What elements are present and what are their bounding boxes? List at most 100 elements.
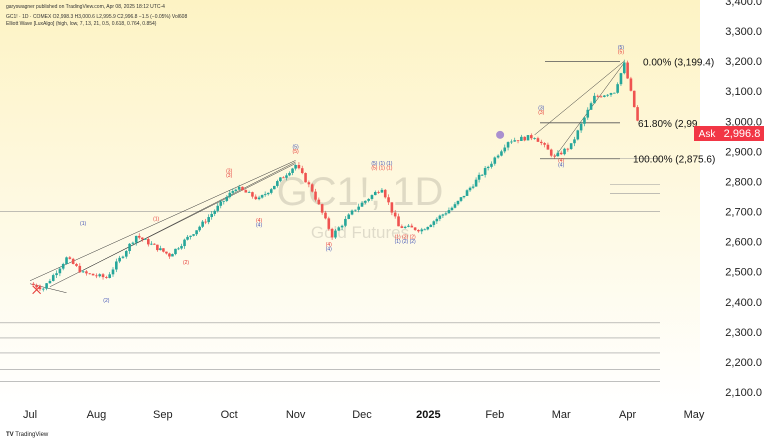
candle	[490, 163, 493, 167]
y-tick-label: 3,400.0	[725, 0, 762, 8]
candle	[307, 182, 311, 185]
candle	[609, 93, 613, 95]
candle	[285, 175, 288, 178]
candle	[477, 174, 481, 180]
candle	[234, 189, 238, 192]
candle	[279, 177, 282, 182]
candle	[506, 142, 510, 148]
candle	[219, 201, 223, 206]
tradingview-logo-text: TradingView	[15, 432, 49, 438]
candle	[91, 273, 95, 276]
y-tick-label: 2,400.0	[725, 297, 762, 309]
candle	[128, 243, 131, 252]
candle	[186, 236, 189, 240]
wave-label: (4)	[558, 162, 564, 168]
candle	[619, 73, 623, 85]
candle	[465, 190, 469, 196]
candle	[566, 148, 570, 150]
candle	[247, 192, 251, 193]
candle	[327, 218, 331, 229]
wave-label: (2)	[103, 298, 109, 304]
candle	[320, 204, 324, 213]
candle	[435, 218, 439, 222]
candle	[516, 140, 520, 142]
candle	[616, 84, 619, 93]
candle	[373, 191, 377, 196]
wave-labels: (1)(2)(1)(2)(3)(3)(4)(4)(5)(5)(4)(4)(5) …	[80, 45, 624, 304]
candle	[364, 200, 367, 203]
candle	[539, 141, 543, 144]
wave-label: (5)	[293, 149, 299, 155]
candle	[140, 237, 144, 240]
candle	[121, 256, 125, 258]
x-tick-label: Mar	[552, 409, 571, 421]
candle	[559, 152, 563, 155]
time-axis[interactable]: Jul Aug Sep Oct Nov Dec 2025 Feb Mar Apr May	[23, 409, 705, 421]
candle	[603, 95, 606, 97]
candle	[168, 253, 171, 257]
y-tick-label: 3,000.0	[725, 116, 762, 128]
x-tick-label: 2025	[416, 409, 440, 421]
candle	[300, 168, 304, 174]
y-tick-label: 3,100.0	[725, 86, 762, 98]
x-tick-label: Nov	[286, 409, 306, 421]
y-tick-label: 2,200.0	[725, 357, 762, 369]
ask-label: Ask	[699, 129, 717, 140]
candle	[124, 251, 128, 257]
candle	[589, 103, 593, 110]
candle	[150, 243, 153, 245]
wave-label: (5)	[293, 144, 299, 150]
x-tick-label: Feb	[485, 409, 504, 421]
wave-label: (5)	[618, 45, 624, 51]
candle	[370, 195, 374, 199]
candle	[613, 92, 616, 94]
wave-label: (4)	[326, 247, 332, 253]
y-tick-label: 2,700.0	[725, 207, 762, 219]
candle	[266, 192, 270, 195]
candle	[553, 155, 556, 157]
candle	[450, 207, 454, 211]
price-axis[interactable]: 2,100.0 2,200.0 2,300.0 2,400.0 2,500.0 2,600…	[725, 0, 762, 399]
candle	[162, 248, 165, 252]
candle	[297, 164, 301, 169]
candle	[453, 204, 457, 208]
candle	[78, 265, 82, 273]
candle	[513, 140, 517, 142]
candle	[546, 144, 550, 150]
wave-label: (5) (1) (1)	[371, 161, 392, 167]
candle	[183, 239, 186, 247]
x-tick-label: Oct	[221, 409, 238, 421]
candle	[468, 187, 472, 191]
candle	[474, 179, 478, 187]
candle	[367, 198, 370, 201]
candle	[48, 280, 52, 284]
indicator-line[interactable]: Elliott Wave [LuxAlgo] (high, low, 7, 13…	[6, 21, 157, 27]
wave-label: (5)	[618, 50, 624, 56]
candle	[599, 96, 603, 98]
candle	[563, 148, 566, 155]
wave-label: (1) (2) (2)	[395, 235, 416, 241]
candle	[260, 195, 264, 198]
wave-label: (3)	[538, 105, 544, 111]
candle	[500, 151, 503, 156]
candle	[192, 234, 195, 236]
candle	[569, 143, 573, 149]
candles	[32, 59, 639, 292]
wave-label: (5) (1) (1)	[371, 165, 392, 171]
candle	[413, 227, 417, 230]
candle	[222, 200, 226, 202]
candle	[423, 229, 427, 231]
candle	[330, 228, 334, 238]
candle	[350, 210, 354, 215]
wave-label: (1)	[153, 217, 159, 223]
candle	[88, 273, 92, 275]
candle	[75, 263, 78, 266]
candle	[397, 216, 400, 227]
candle	[596, 95, 600, 97]
candle	[171, 254, 174, 257]
x-tick-label: Aug	[87, 409, 107, 421]
fibonacci-levels: 0.00% (3,199.4) 61.80% (2,99 100.00% (2,87…	[540, 57, 715, 166]
candle	[282, 177, 285, 179]
last-price-box	[720, 126, 764, 141]
